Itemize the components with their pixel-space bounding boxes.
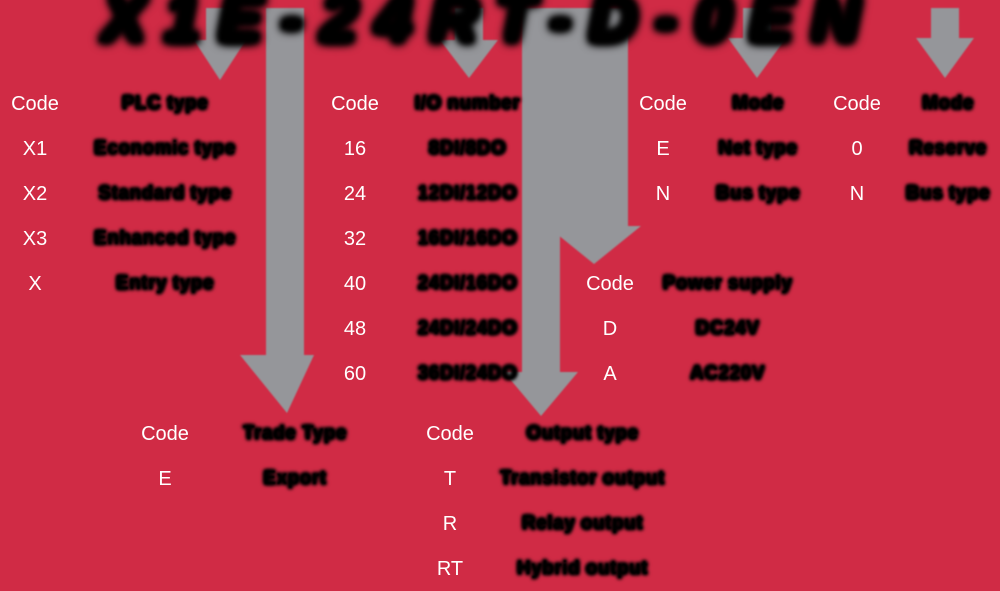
table-trade-type: Code Trade Type E Export bbox=[130, 411, 380, 501]
code-cell: 48 bbox=[343, 317, 367, 340]
table-mode-0n: Code Mode 0 Reserve N Bus type bbox=[822, 81, 1000, 216]
code-cell: 0 bbox=[851, 137, 863, 160]
code-cell: E bbox=[656, 137, 670, 160]
table-output-type: Code Output type T Transistor output R R… bbox=[415, 411, 675, 591]
column-header-label: Power supply bbox=[662, 272, 793, 294]
label-cell: Entry type bbox=[116, 272, 214, 294]
arrow-power-supply-icon bbox=[547, 8, 641, 264]
arrow-plc-type-icon bbox=[194, 8, 246, 80]
label-cell: Net type bbox=[718, 137, 798, 159]
column-header-code: Code bbox=[586, 272, 634, 295]
column-header-label: Output type bbox=[526, 422, 639, 444]
label-cell: DC24V bbox=[695, 317, 760, 339]
table-plc-type: Code PLC type X1 Economic type X2 Standa… bbox=[0, 81, 250, 306]
column-header-label: Mode bbox=[922, 92, 974, 114]
code-cell: T bbox=[443, 467, 457, 490]
code-cell: 32 bbox=[343, 227, 367, 250]
code-cell: E bbox=[158, 467, 172, 490]
arrow-mode-0n-icon bbox=[916, 8, 974, 78]
label-cell: Transistor output bbox=[500, 467, 665, 489]
code-cell: 16 bbox=[343, 137, 367, 160]
column-header-code: Code bbox=[331, 92, 379, 115]
label-cell: AC220V bbox=[690, 362, 765, 384]
table-io-number: Code I/O number 16 8DI/8DO 24 12DI/12DO … bbox=[320, 81, 545, 396]
column-header-label: Mode bbox=[732, 92, 784, 114]
table-mode-en: Code Mode E Net type N Bus type bbox=[628, 81, 818, 216]
label-cell: Economic type bbox=[94, 137, 236, 159]
label-cell: 8DI/8DO bbox=[428, 137, 507, 159]
label-cell: Relay output bbox=[521, 512, 644, 534]
code-cell: X2 bbox=[22, 182, 48, 205]
code-cell: R bbox=[442, 512, 458, 535]
label-cell: 12DI/12DO bbox=[417, 182, 518, 204]
arrow-mode-en-icon bbox=[728, 8, 786, 78]
code-cell: X1 bbox=[22, 137, 48, 160]
column-header-label: I/O number bbox=[414, 92, 521, 114]
arrow-io-number-icon bbox=[440, 8, 498, 78]
label-cell: 36DI/24DO bbox=[417, 362, 518, 384]
code-cell: N bbox=[849, 182, 865, 205]
label-cell: Enhanced type bbox=[94, 227, 236, 249]
label-cell: 24DI/16DO bbox=[417, 272, 518, 294]
arrow-trade-type-icon bbox=[240, 8, 314, 413]
model-number-title: X1E-24RT-D-0EN bbox=[102, 0, 878, 55]
label-cell: 16DI/16DO bbox=[417, 227, 518, 249]
column-header-label: PLC type bbox=[121, 92, 209, 114]
label-cell: Bus type bbox=[905, 182, 991, 204]
code-cell: X3 bbox=[22, 227, 48, 250]
code-cell: A bbox=[603, 362, 617, 385]
label-cell: Standard type bbox=[98, 182, 232, 204]
column-header-code: Code bbox=[639, 92, 687, 115]
code-cell: D bbox=[602, 317, 618, 340]
label-cell: Bus type bbox=[715, 182, 801, 204]
arrow-output-type-icon bbox=[504, 8, 578, 416]
table-power-supply: Code Power supply D DC24V A AC220V bbox=[575, 261, 810, 396]
column-header-code: Code bbox=[426, 422, 474, 445]
code-cell: N bbox=[655, 182, 671, 205]
code-cell: 40 bbox=[343, 272, 367, 295]
label-cell: 24DI/24DO bbox=[417, 317, 518, 339]
label-cell: Reserve bbox=[909, 137, 987, 159]
code-cell: RT bbox=[436, 557, 464, 580]
code-cell: 60 bbox=[343, 362, 367, 385]
column-header-code: Code bbox=[11, 92, 59, 115]
label-cell: Hybrid output bbox=[516, 557, 649, 579]
column-header-code: Code bbox=[833, 92, 881, 115]
column-header-code: Code bbox=[141, 422, 189, 445]
code-cell: 24 bbox=[343, 182, 367, 205]
column-header-label: Trade Type bbox=[243, 422, 347, 444]
label-cell: Export bbox=[263, 467, 327, 489]
code-cell: X bbox=[28, 272, 42, 295]
